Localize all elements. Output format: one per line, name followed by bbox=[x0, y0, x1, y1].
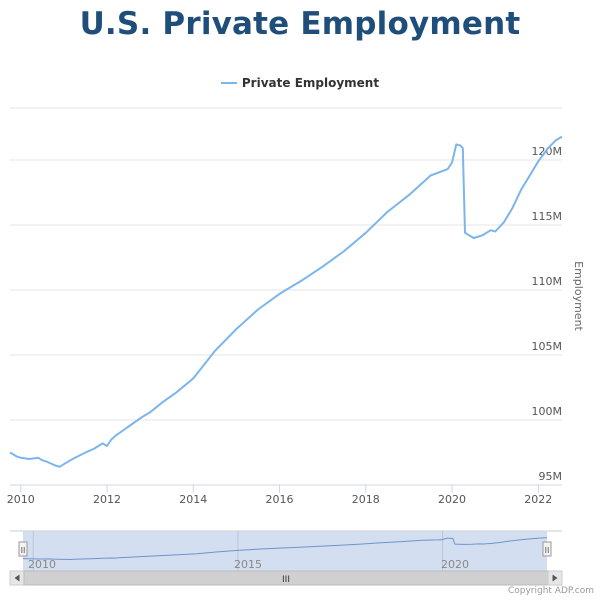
triangle-right-icon bbox=[552, 574, 558, 582]
y-tick-label: 100M bbox=[532, 405, 563, 418]
y-tick-label: 110M bbox=[532, 275, 563, 288]
legend-item-private-employment[interactable]: Private Employment bbox=[220, 76, 380, 90]
x-tick-label: 2010 bbox=[7, 493, 35, 506]
x-tick-label: 2014 bbox=[179, 493, 207, 506]
legend-label: Private Employment bbox=[241, 76, 380, 90]
navigator-left-handle[interactable]: II bbox=[18, 541, 28, 557]
x-tick-label: 2018 bbox=[352, 493, 380, 506]
navigator-series-line bbox=[22, 537, 548, 561]
y-axis-tick-labels: 95M 100M 105M 110M 115M 120M bbox=[532, 145, 563, 483]
y-tick-label: 120M bbox=[532, 145, 563, 158]
navigator-tick-lines bbox=[32, 531, 444, 571]
grip-icon: II bbox=[21, 546, 26, 555]
grip-icon: II bbox=[545, 546, 550, 555]
legend: Private Employment bbox=[0, 76, 600, 90]
x-tick-label: 2020 bbox=[438, 493, 466, 506]
navigator-selected-range[interactable] bbox=[23, 531, 547, 571]
series-line-private-employment[interactable] bbox=[9, 135, 563, 468]
legend-line-icon bbox=[220, 81, 237, 84]
navigator[interactable]: 2010 2015 2020 II II bbox=[10, 530, 562, 571]
navigator-tick-label: 2020 bbox=[441, 558, 469, 571]
chart-title: U.S. Private Employment bbox=[79, 6, 521, 42]
triangle-left-icon bbox=[14, 574, 20, 582]
y-axis-title: Employment bbox=[572, 261, 585, 331]
y-tick-label: 115M bbox=[532, 210, 563, 223]
scrollbar-grip-icon: III bbox=[282, 575, 290, 585]
y-tick-label: 95M bbox=[539, 470, 563, 483]
navigator-right-handle[interactable]: II bbox=[542, 541, 552, 557]
credits-link[interactable]: Copyright ADP.com bbox=[507, 586, 594, 596]
x-axis-tick-labels: 2010 2012 2014 2016 2018 2020 2022 bbox=[7, 485, 552, 506]
y-tick-label: 105M bbox=[532, 340, 563, 353]
grid-lines bbox=[10, 107, 562, 486]
x-tick-label: 2016 bbox=[266, 493, 294, 506]
navigator-tick-label: 2015 bbox=[234, 558, 262, 571]
scrollbar[interactable]: III bbox=[9, 570, 563, 586]
x-tick-label: 2022 bbox=[524, 493, 552, 506]
x-tick-label: 2012 bbox=[93, 493, 121, 506]
navigator-tick-label: 2010 bbox=[28, 558, 56, 571]
